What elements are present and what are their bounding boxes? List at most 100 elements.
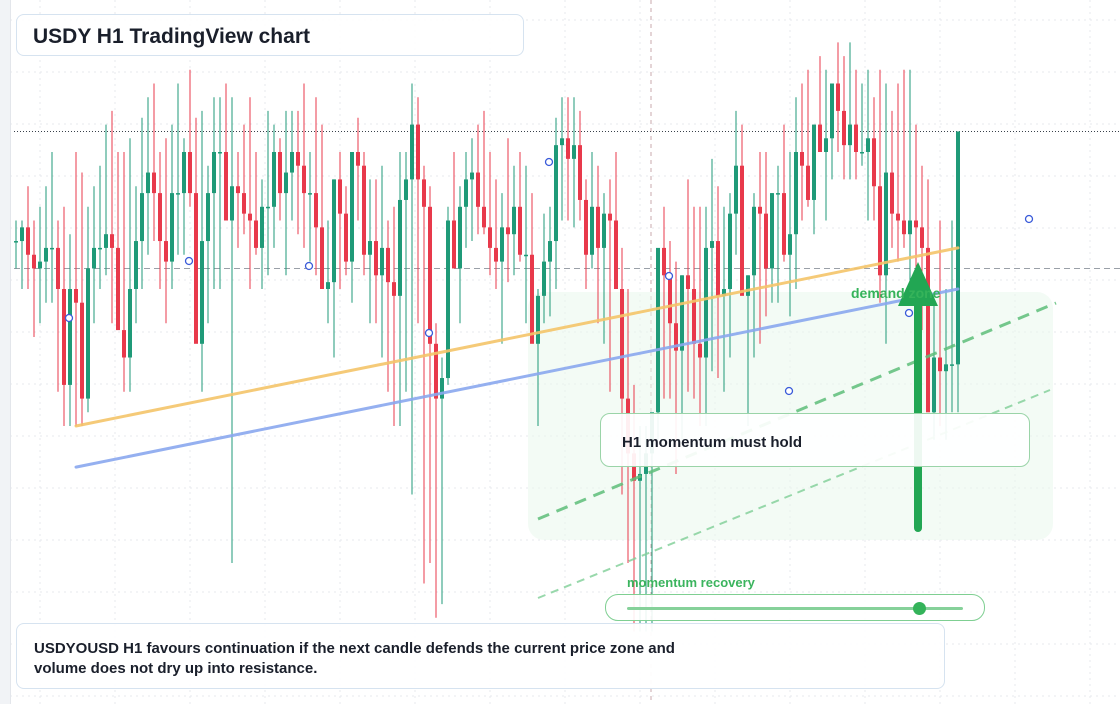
trendline-layer <box>74 246 1057 599</box>
signal-marker <box>544 157 554 167</box>
candle-body <box>260 206 264 248</box>
candle-body <box>728 213 732 289</box>
candle-body <box>938 357 942 372</box>
candle-body <box>746 275 750 296</box>
candle-body <box>218 152 222 154</box>
candle-body <box>56 247 60 289</box>
candle-body <box>704 247 708 358</box>
candle-body <box>26 227 30 255</box>
candle-body <box>764 213 768 269</box>
candle-body <box>500 227 504 262</box>
candle-body <box>806 165 810 200</box>
candle-body <box>230 186 234 221</box>
candle-body <box>194 193 198 344</box>
candle-body <box>374 241 378 276</box>
summary-text: USDYOUSD H1 favours continuation if the … <box>34 640 675 677</box>
candle-body <box>602 213 606 248</box>
candle-body <box>674 323 678 351</box>
trendline <box>74 287 960 469</box>
candle-body <box>698 343 702 358</box>
candle-body <box>878 186 882 276</box>
candle-body <box>542 261 546 296</box>
candle-body <box>752 206 756 276</box>
candle-body <box>920 227 924 248</box>
candle-body <box>452 220 456 269</box>
candle-body <box>398 199 402 296</box>
candle-body <box>908 220 912 235</box>
candle-body <box>62 289 66 385</box>
candle-body <box>356 152 360 166</box>
candle-body <box>608 213 612 221</box>
candle-body <box>560 138 564 146</box>
slider-thumb[interactable] <box>913 602 927 615</box>
candle-body <box>38 261 42 269</box>
slider-track[interactable] <box>627 607 963 610</box>
candle-body <box>50 247 54 250</box>
momentum-callout: H1 momentum must hold <box>600 413 1030 467</box>
momentum-slider[interactable] <box>605 594 985 621</box>
candle-body <box>188 152 192 194</box>
candle-body <box>950 364 954 366</box>
candle-body <box>680 275 684 351</box>
candle-body <box>578 145 582 200</box>
candle-body <box>932 357 936 413</box>
candle-body <box>830 83 834 139</box>
candle-body <box>140 193 144 242</box>
candle-body <box>302 165 306 194</box>
candle-body <box>872 138 876 187</box>
candle-body <box>404 179 408 200</box>
candle-body <box>362 165 366 255</box>
chart-title: USDY H1 TradingView chart <box>33 25 310 48</box>
candle-body <box>74 289 78 303</box>
candle-body <box>410 124 414 180</box>
candle-body <box>422 179 426 207</box>
candle-body <box>770 193 774 269</box>
summary-box: USDYOUSD H1 favours continuation if the … <box>16 623 945 689</box>
candle-body <box>134 241 138 289</box>
candle-body <box>110 234 114 248</box>
candle-body <box>326 282 330 289</box>
candle-body <box>494 247 498 262</box>
candle-body <box>296 152 300 166</box>
candle-body <box>812 124 816 200</box>
signal-marker <box>1024 214 1034 224</box>
candle-body <box>368 241 372 255</box>
candle-body <box>242 193 246 214</box>
signal-marker <box>64 313 74 323</box>
candle-body <box>416 124 420 180</box>
candle-body <box>668 275 672 324</box>
candle-body <box>758 206 762 214</box>
candle-body <box>92 247 96 269</box>
candle-body <box>272 152 276 207</box>
title-box: USDY H1 TradingView chart <box>16 14 524 56</box>
candle-body <box>434 343 438 399</box>
candle-body <box>152 172 156 194</box>
signal-marker <box>184 256 194 266</box>
candle-body <box>314 193 318 228</box>
candle-body <box>320 227 324 289</box>
candle-body <box>854 124 858 152</box>
candle-body <box>176 193 180 195</box>
candle-body <box>14 241 18 243</box>
candle-body <box>590 206 594 255</box>
callout-text: H1 momentum must hold <box>622 434 803 451</box>
candle-body <box>470 172 474 180</box>
candle-body <box>536 295 540 344</box>
signal-marker <box>424 328 434 338</box>
candle-body <box>464 179 468 207</box>
demand-zone-label: demand zone <box>851 285 941 301</box>
candle-body <box>20 227 24 242</box>
candle-body <box>506 227 510 235</box>
trendline <box>74 246 960 428</box>
candle-body <box>128 289 132 358</box>
chart-left-rail <box>0 0 11 704</box>
candle-body <box>98 247 102 250</box>
candle-body <box>614 220 618 289</box>
candle-body <box>554 145 558 242</box>
candle-body <box>836 83 840 111</box>
candle-body <box>740 165 744 296</box>
candle-body <box>662 247 666 276</box>
candle-body <box>512 206 516 235</box>
candle-body <box>584 199 588 255</box>
